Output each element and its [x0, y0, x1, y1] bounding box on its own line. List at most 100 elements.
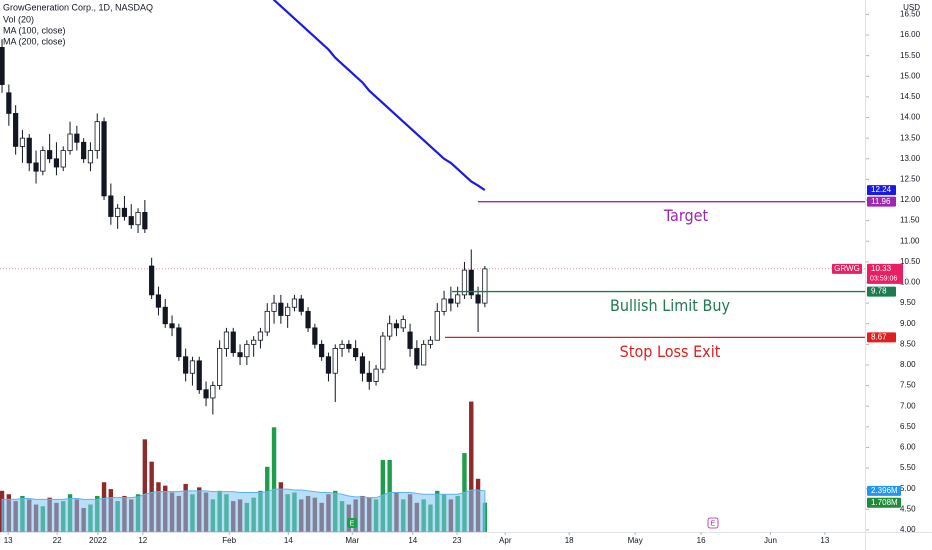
candle-body: [203, 389, 209, 399]
candle-body: [291, 298, 298, 308]
x-tick-label: 14: [284, 536, 293, 545]
candle-body: [421, 343, 427, 366]
candle-body: [47, 150, 53, 160]
event-label: E: [350, 520, 355, 527]
y-tick-label: 16.00: [900, 30, 921, 39]
candle-body: [142, 211, 148, 230]
candle-body: [155, 294, 162, 308]
candle-body: [257, 331, 264, 341]
candle-body: [53, 158, 60, 168]
price-tag: [867, 196, 896, 207]
ma100-line: [272, 0, 486, 192]
x-tick-label: Mar: [345, 536, 359, 545]
volume-bar: [142, 439, 148, 532]
y-tick-label: 12.00: [900, 195, 921, 204]
y-tick-label: 5.50: [900, 463, 916, 472]
price-tag-label: 12.24: [871, 185, 892, 194]
price-tag: [867, 263, 903, 284]
candle-body: [33, 162, 39, 172]
indicator-label: Vol (20): [3, 14, 34, 24]
candle-body: [407, 331, 413, 349]
candle-body: [74, 133, 80, 143]
y-tick-label: 14.00: [900, 113, 921, 122]
level-label: Stop Loss Exit: [620, 342, 721, 361]
event-marker: [707, 517, 719, 529]
x-tick-label: 14: [408, 536, 417, 545]
candle-body: [128, 216, 134, 226]
candle-body: [353, 348, 359, 358]
candle-body: [448, 298, 454, 304]
candle-body: [387, 323, 393, 337]
y-tick-label: 10.00: [900, 278, 921, 287]
y-tick-label: 13.00: [900, 154, 921, 163]
candle-body: [94, 121, 100, 151]
y-tick-label: 11.00: [900, 236, 920, 245]
candle-body: [366, 372, 372, 382]
candle-body: [135, 211, 141, 226]
candle-body: [319, 343, 325, 358]
y-tick-label: 4.50: [900, 504, 916, 513]
candle-body: [468, 269, 474, 296]
candle-body: [305, 310, 311, 329]
candle-body: [26, 137, 32, 164]
event-label: E: [711, 520, 716, 527]
candle-body: [427, 339, 434, 345]
candle-body: [461, 269, 468, 296]
candle-body: [13, 113, 19, 147]
volume-tag-label: 1.708M: [871, 498, 898, 507]
candle-body: [6, 92, 12, 114]
candle-body: [455, 294, 461, 304]
price-tag-label: 9.78: [871, 287, 887, 296]
price-tag: [867, 286, 896, 297]
candle-body: [332, 348, 338, 374]
candle-body: [325, 356, 332, 374]
candle-body: [359, 356, 366, 374]
price-tag: [867, 185, 896, 196]
plot-area: [0, 0, 865, 532]
price-tag-label: 11.96: [871, 197, 891, 206]
candle-body: [210, 385, 216, 399]
candle-body: [312, 327, 318, 345]
y-tick-label: 7.00: [900, 401, 916, 410]
candle-body: [285, 306, 291, 316]
candle-body: [298, 298, 304, 312]
volume-bar: [271, 427, 277, 532]
x-tick-label: 22: [53, 536, 62, 545]
candle-body: [217, 348, 223, 386]
x-tick-label: 2022: [89, 536, 107, 545]
candle-body: [441, 298, 447, 312]
volume-tag: [867, 485, 901, 496]
candle-body: [115, 207, 121, 217]
symbol-label: GRWG: [834, 264, 860, 273]
y-tick-label: 10.50: [900, 257, 921, 266]
chart-title: GrowGeneration Corp., 1D, NASDAQ: [3, 2, 153, 12]
candle-body: [162, 306, 168, 325]
x-tick-label: 18: [565, 536, 574, 545]
x-tick-label: 16: [697, 536, 706, 545]
x-tick-label: Feb: [222, 536, 236, 545]
candle-body: [482, 268, 488, 304]
y-tick-label: 12.50: [900, 175, 921, 184]
candle-body: [87, 150, 94, 164]
event-marker: [347, 518, 357, 528]
x-tick-label: 23: [453, 536, 462, 545]
candle-body: [400, 319, 406, 329]
x-tick-label: 12: [138, 536, 147, 545]
x-tick-label: Jun: [764, 536, 777, 545]
price-tag-label: 10.33: [871, 264, 892, 273]
candle-body: [237, 352, 243, 358]
y-tick-label: 5.00: [900, 484, 916, 493]
candle-body: [176, 327, 182, 358]
candle-body: [121, 207, 128, 217]
price-tag: [867, 332, 896, 343]
volume-tag-label: 2.396M: [871, 486, 898, 495]
candle-body: [373, 368, 379, 382]
candle-body: [223, 331, 230, 349]
volume-tag: [867, 497, 901, 508]
candle-body: [40, 150, 46, 172]
candle-body: [19, 137, 26, 147]
y-tick-label: 16.50: [900, 10, 921, 19]
countdown: 03:59:06: [870, 276, 897, 283]
candle-body: [346, 343, 352, 349]
